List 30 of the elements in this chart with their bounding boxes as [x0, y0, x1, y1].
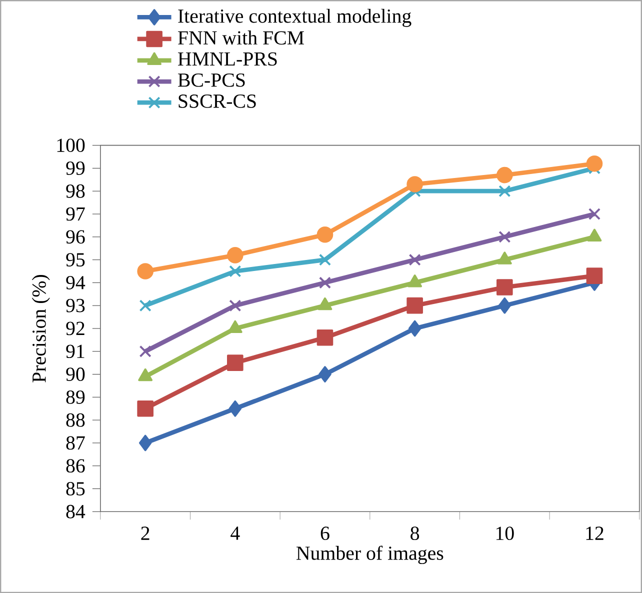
y-tick-label: 97: [66, 207, 85, 221]
x-tick-label: 12: [586, 526, 604, 540]
y-tick-label: 87: [66, 436, 85, 450]
legend-label: HMNL-PRS: [178, 52, 277, 66]
x-tick-label: 2: [141, 526, 150, 540]
legend-label: FNN with FCM: [178, 30, 304, 45]
x-tick-label: 4: [230, 526, 240, 540]
y-tick-label: 93: [66, 298, 85, 312]
y-tick-label: 99: [66, 162, 85, 175]
y-tick-label: 86: [66, 459, 85, 473]
y-tick-label: 89: [66, 390, 85, 404]
y-tick-label: 98: [66, 184, 85, 198]
legend-label: BC-PCS: [178, 73, 245, 87]
y-tick-label: 90: [66, 368, 85, 381]
y-tick-label: 85: [66, 482, 85, 496]
y-tick-label: 84: [66, 504, 86, 518]
legend-label: Iterative contextual modeling: [178, 8, 412, 27]
y-tick-label: 92: [66, 322, 84, 336]
legend-label: SSCR-CS: [178, 94, 256, 108]
y-tick-label: 96: [66, 230, 85, 244]
x-axis-title: Number of images: [296, 546, 444, 564]
y-tick-label: 94: [66, 276, 86, 290]
y-tick-label: 88: [66, 413, 85, 427]
y-axis-title: Precision (%): [32, 274, 50, 382]
y-tick-label: 91: [66, 344, 84, 358]
y-tick-label: 95: [66, 253, 85, 266]
x-tick-label: 10: [496, 526, 514, 540]
y-tick-label: 100: [57, 138, 85, 152]
x-tick-label: 6: [320, 526, 330, 540]
x-tick-label: 8: [410, 526, 420, 540]
